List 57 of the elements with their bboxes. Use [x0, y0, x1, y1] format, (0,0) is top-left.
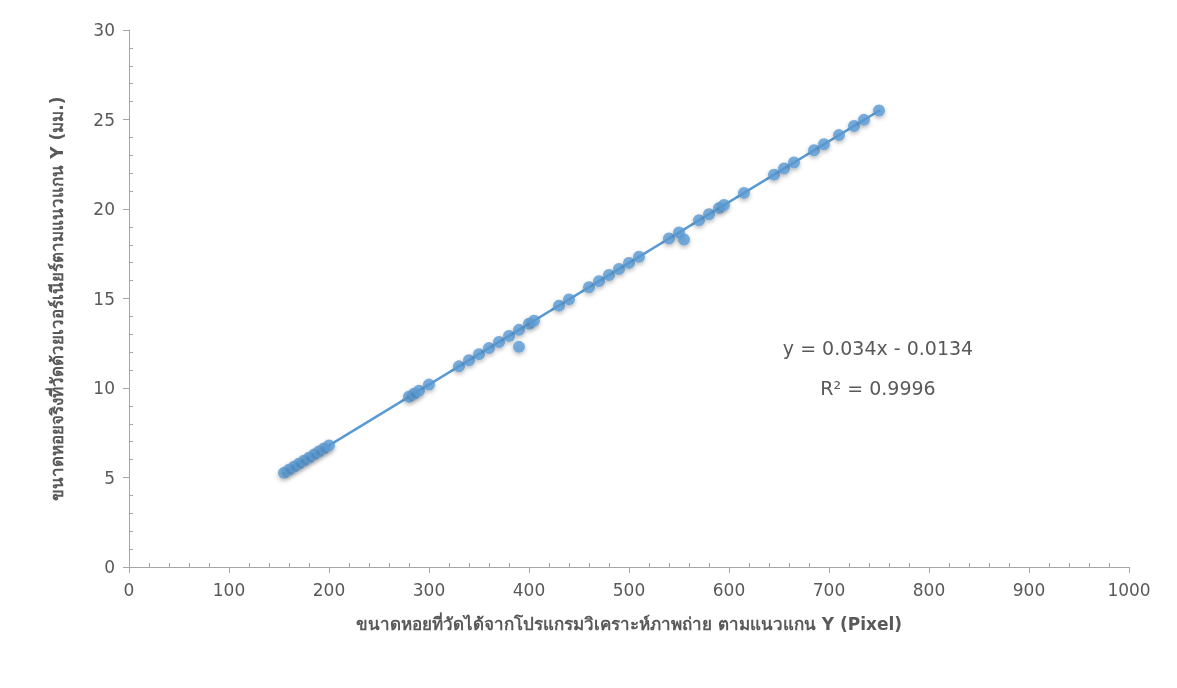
x-tick-label: 400 — [512, 579, 546, 600]
y-tick-label: 30 — [93, 20, 115, 40]
y-tick-label: 15 — [93, 288, 115, 309]
point — [483, 342, 495, 355]
point — [323, 439, 335, 452]
point — [808, 144, 820, 157]
x-tick-label: 600 — [712, 579, 746, 600]
y-tick-label: 0 — [104, 557, 115, 577]
y-axis-title: ขนาดหอยจริงที่วัดด้วยเวอร์เนียร์ตามแนวแกน Y (มม.) — [44, 96, 67, 501]
x-tick-label: 100 — [212, 579, 246, 600]
annotation: R² = 0.9996 — [820, 376, 936, 399]
point — [473, 348, 485, 361]
x-tick-label: 200 — [312, 579, 346, 600]
point — [553, 299, 565, 312]
point — [768, 168, 780, 181]
point — [513, 340, 525, 353]
x-tick-label: 500 — [612, 579, 646, 600]
y-tick-label: 10 — [93, 378, 115, 398]
point — [513, 323, 525, 336]
point — [703, 208, 715, 221]
x-tick-label: 700 — [812, 579, 846, 600]
point — [413, 384, 425, 397]
point — [463, 354, 475, 367]
point — [633, 250, 645, 263]
point — [493, 336, 505, 348]
point — [778, 162, 790, 175]
point — [453, 360, 465, 373]
y-tick-label: 25 — [93, 109, 115, 130]
x-tick-label: 800 — [912, 579, 946, 600]
point — [563, 293, 575, 306]
point — [583, 281, 595, 294]
point — [663, 232, 675, 245]
y-tick-label: 20 — [93, 199, 115, 219]
point — [788, 156, 800, 169]
point — [818, 138, 830, 151]
point — [858, 113, 870, 126]
point — [693, 214, 705, 227]
point — [528, 314, 540, 327]
point — [613, 262, 625, 275]
point — [718, 199, 730, 212]
point — [593, 275, 605, 288]
x-tick-label: 0 — [123, 579, 135, 600]
point — [873, 104, 885, 117]
point — [503, 329, 515, 342]
point — [678, 233, 690, 246]
x-tick-label: 300 — [412, 579, 446, 600]
y-tick-label: 5 — [104, 467, 115, 488]
annotation: y = 0.034x - 0.0134 — [782, 336, 974, 359]
point — [603, 269, 615, 282]
point — [738, 186, 750, 199]
x-axis-title: ขนาดหอยที่วัดได้จากโปรแกรมวิเคราะห์ภาพถ่าย ตามแนวแกน Y (Pixel) — [355, 611, 903, 634]
point — [848, 119, 860, 132]
point — [833, 129, 845, 142]
x-tick-label: 900 — [1012, 579, 1046, 600]
x-tick-label: 1000 — [1107, 579, 1151, 600]
point — [623, 256, 635, 269]
point — [423, 378, 435, 391]
